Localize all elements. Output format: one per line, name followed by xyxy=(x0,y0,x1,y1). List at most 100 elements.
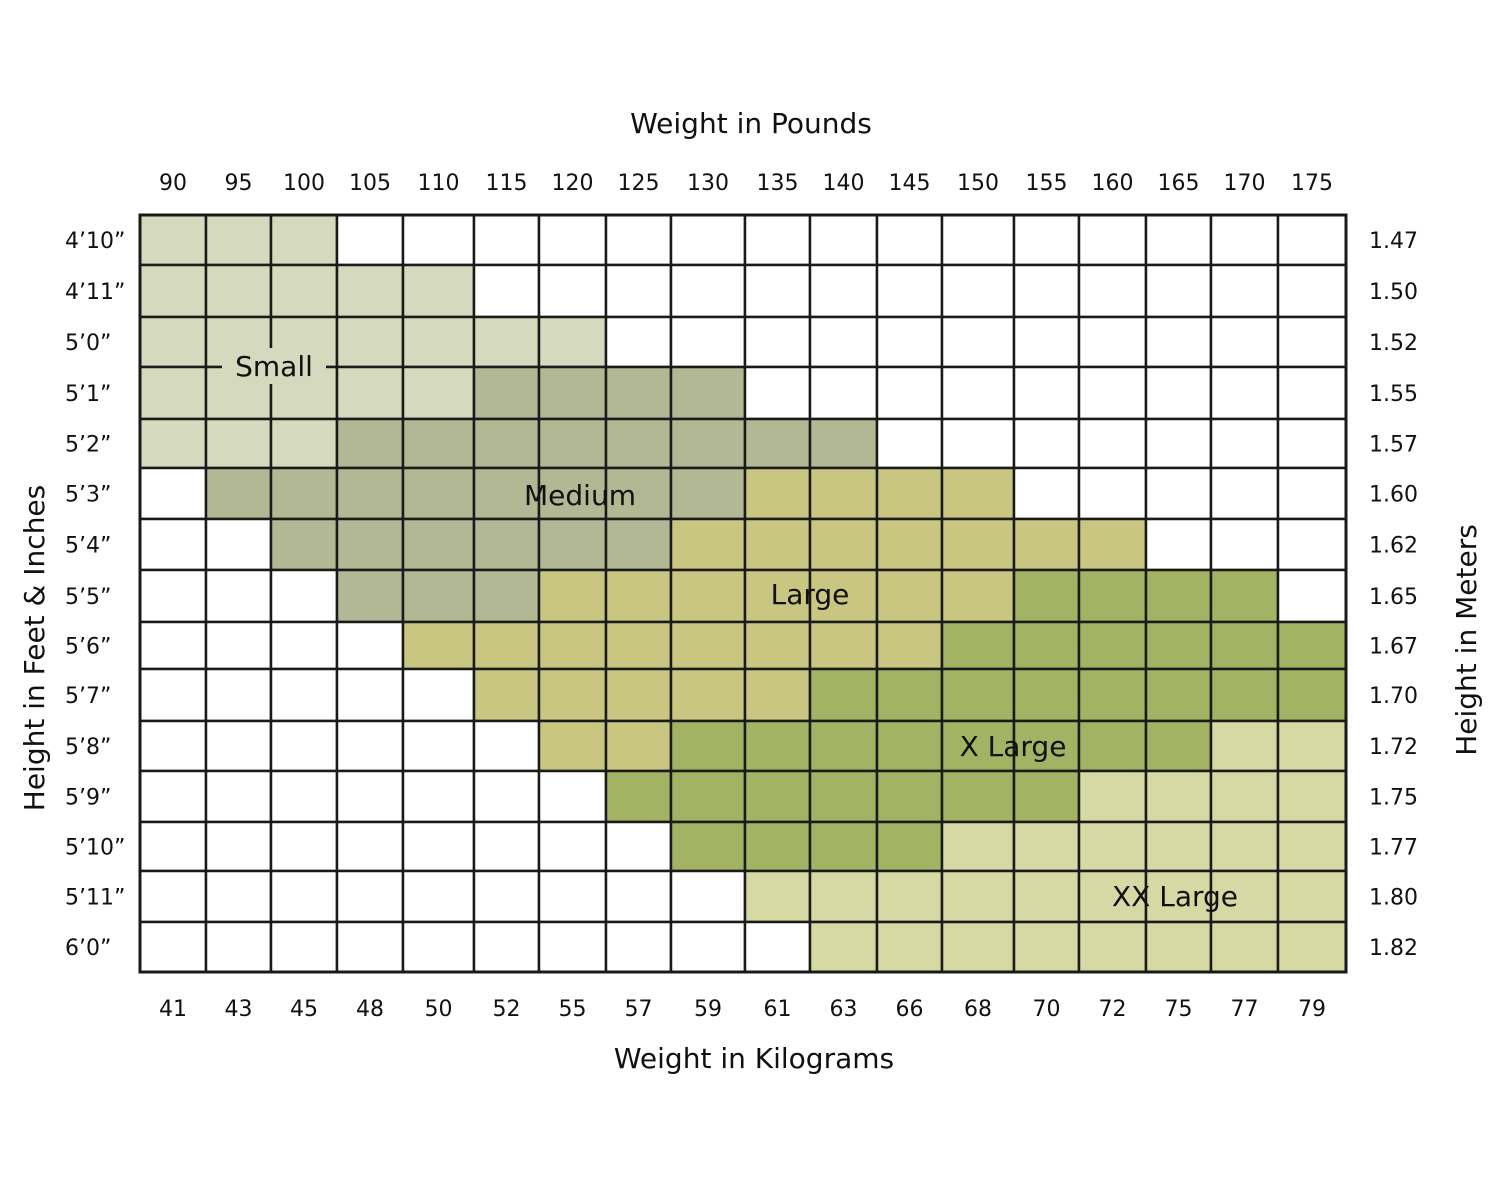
grid-cell xyxy=(604,517,673,572)
size-label-small: Small xyxy=(235,350,313,383)
grid-cell xyxy=(875,920,944,974)
grid-cell xyxy=(1077,263,1148,319)
grid-cell xyxy=(1012,920,1081,974)
grid-cell xyxy=(472,213,541,267)
grid-cell xyxy=(808,517,879,572)
grid-cell xyxy=(472,667,541,723)
grid-cell xyxy=(269,213,339,267)
grid-cell xyxy=(743,869,812,924)
size-label-x-large: X Large xyxy=(960,730,1067,763)
grid-cell xyxy=(669,213,747,267)
grid-cell xyxy=(1276,517,1348,572)
left-tick-label: 5’8” xyxy=(65,735,111,760)
grid-cell xyxy=(743,517,812,572)
grid-cell xyxy=(808,667,879,723)
grid-cell xyxy=(1012,820,1081,873)
top-tick-label: 155 xyxy=(1026,171,1068,196)
grid-cell xyxy=(808,365,879,421)
grid-cell xyxy=(1077,365,1148,421)
grid-cell xyxy=(604,365,673,421)
grid-cell xyxy=(743,620,812,671)
grid-cell xyxy=(940,820,1016,873)
grid-cell xyxy=(472,769,541,824)
grid-cell xyxy=(204,263,273,319)
grid-cell xyxy=(269,417,339,470)
grid-cell xyxy=(269,568,339,624)
grid-cell xyxy=(138,213,208,267)
grid-cell xyxy=(401,620,476,671)
grid-cell xyxy=(808,213,879,267)
grid-cell xyxy=(269,667,339,723)
grid-cell xyxy=(269,920,339,974)
grid-cell xyxy=(401,769,476,824)
grid-cell xyxy=(669,620,747,671)
grid-cell xyxy=(743,365,812,421)
grid-cell xyxy=(1077,517,1148,572)
grid-cell xyxy=(401,417,476,470)
grid-cell xyxy=(940,568,1016,624)
grid-cell xyxy=(1209,213,1280,267)
grid-cell xyxy=(604,315,673,369)
grid-cell xyxy=(138,869,208,924)
grid-cell xyxy=(138,719,208,773)
grid-cell xyxy=(808,263,879,319)
grid-cell xyxy=(1276,365,1348,421)
grid-cell xyxy=(269,869,339,924)
grid-cell xyxy=(743,417,812,470)
right-axis-title: Height in Meters xyxy=(1450,524,1483,756)
grid-cell xyxy=(269,517,339,572)
bottom-tick-label: 63 xyxy=(830,997,858,1022)
grid-cell xyxy=(1144,719,1213,773)
bottom-tick-label: 45 xyxy=(290,997,318,1022)
bottom-tick-label: 70 xyxy=(1033,997,1061,1022)
size-label-large: Large xyxy=(771,578,850,611)
grid-cell xyxy=(940,263,1016,319)
grid-cell xyxy=(472,820,541,873)
grid-cell xyxy=(138,769,208,824)
grid-cell xyxy=(1276,769,1348,824)
grid-cell xyxy=(1012,667,1081,723)
grid-cell xyxy=(335,517,405,572)
grid-cell xyxy=(808,620,879,671)
grid-cell xyxy=(1077,466,1148,521)
grid-cell xyxy=(335,213,405,267)
left-tick-label: 5’9” xyxy=(65,786,111,811)
grid-cell xyxy=(743,920,812,974)
grid-cell xyxy=(204,517,273,572)
right-tick-label: 1.47 xyxy=(1369,229,1418,254)
grid-cell xyxy=(472,719,541,773)
left-tick-label: 5’10” xyxy=(65,836,125,861)
grid-cell xyxy=(472,568,541,624)
grid-cell xyxy=(1012,769,1081,824)
grid-cell xyxy=(743,820,812,873)
grid-cell xyxy=(1209,365,1280,421)
grid-cell xyxy=(269,466,339,521)
grid-cell xyxy=(401,263,476,319)
bottom-tick-label: 41 xyxy=(159,997,187,1022)
grid-cell xyxy=(1144,820,1213,873)
grid-cell xyxy=(875,869,944,924)
bottom-tick-label: 75 xyxy=(1165,997,1193,1022)
grid-cell xyxy=(940,667,1016,723)
grid-cell xyxy=(669,365,747,421)
grid-cell xyxy=(335,315,405,369)
right-tick-label: 1.82 xyxy=(1369,936,1418,961)
grid-cell xyxy=(204,213,273,267)
grid-cell xyxy=(1276,820,1348,873)
grid-cell xyxy=(604,417,673,470)
grid-cell xyxy=(875,568,944,624)
grid-cell xyxy=(940,417,1016,470)
grid-cell xyxy=(335,719,405,773)
top-tick-label: 165 xyxy=(1158,171,1200,196)
grid-cell xyxy=(1276,869,1348,924)
grid-cell xyxy=(269,769,339,824)
grid-cell xyxy=(335,920,405,974)
grid-cell xyxy=(537,263,608,319)
top-tick-label: 170 xyxy=(1224,171,1266,196)
grid-cell xyxy=(1077,315,1148,369)
grid-cell xyxy=(401,466,476,521)
top-tick-label: 100 xyxy=(283,171,325,196)
left-axis-title: Height in Feet & Inches xyxy=(18,485,51,811)
grid-cell xyxy=(1144,769,1213,824)
